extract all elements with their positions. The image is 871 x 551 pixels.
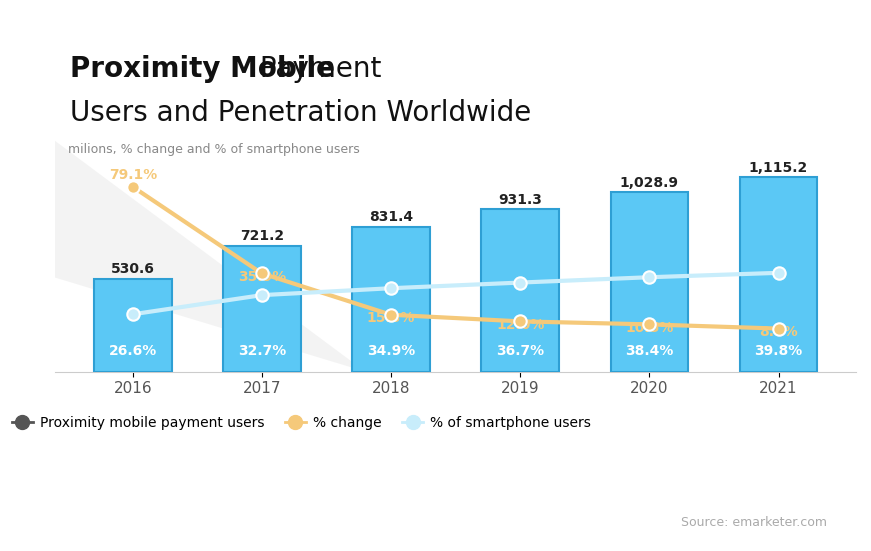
Point xyxy=(125,310,139,318)
Bar xyxy=(482,209,559,371)
Bar xyxy=(739,177,817,371)
Text: milions, % change and % of smartphone users: milions, % change and % of smartphone us… xyxy=(68,143,360,156)
Bar xyxy=(94,279,172,371)
Text: 35.9%: 35.9% xyxy=(238,270,286,284)
Bar xyxy=(353,226,429,371)
Text: Proximity Mobile: Proximity Mobile xyxy=(70,55,334,83)
Text: 79.1%: 79.1% xyxy=(109,168,157,182)
Text: 10.5%: 10.5% xyxy=(625,321,673,335)
Point xyxy=(125,182,139,191)
Polygon shape xyxy=(49,136,365,371)
Text: 721.2: 721.2 xyxy=(240,229,284,243)
Text: 38.4%: 38.4% xyxy=(625,344,673,358)
Point xyxy=(513,317,527,326)
Text: 39.8%: 39.8% xyxy=(754,344,803,358)
Bar xyxy=(611,192,688,371)
Point xyxy=(384,310,398,319)
Legend: Proximity mobile payment users, % change, % of smartphone users: Proximity mobile payment users, % change… xyxy=(6,410,597,435)
Text: Source: emarketer.com: Source: emarketer.com xyxy=(681,516,827,529)
Text: 32.7%: 32.7% xyxy=(238,344,286,358)
Point xyxy=(384,284,398,293)
Text: 530.6: 530.6 xyxy=(111,262,155,277)
Point xyxy=(255,269,269,278)
Point xyxy=(255,291,269,300)
Text: 36.7%: 36.7% xyxy=(496,344,544,358)
Point xyxy=(772,324,786,333)
Text: 1,028.9: 1,028.9 xyxy=(620,176,679,190)
Text: 34.9%: 34.9% xyxy=(367,344,415,358)
Text: 8.4%: 8.4% xyxy=(760,325,798,339)
Point xyxy=(772,268,786,277)
Point xyxy=(643,320,657,329)
Text: 1,115.2: 1,115.2 xyxy=(749,160,808,175)
Text: 831.4: 831.4 xyxy=(369,210,413,224)
Point xyxy=(643,273,657,282)
Text: Users and Penetration Worldwide: Users and Penetration Worldwide xyxy=(70,99,531,127)
Point xyxy=(513,278,527,287)
Text: 12.0%: 12.0% xyxy=(496,318,544,332)
Text: 931.3: 931.3 xyxy=(498,193,542,207)
Text: Payment: Payment xyxy=(251,55,381,83)
Bar xyxy=(223,246,300,371)
Text: 15.3%: 15.3% xyxy=(367,311,415,325)
Text: 26.6%: 26.6% xyxy=(109,344,157,358)
